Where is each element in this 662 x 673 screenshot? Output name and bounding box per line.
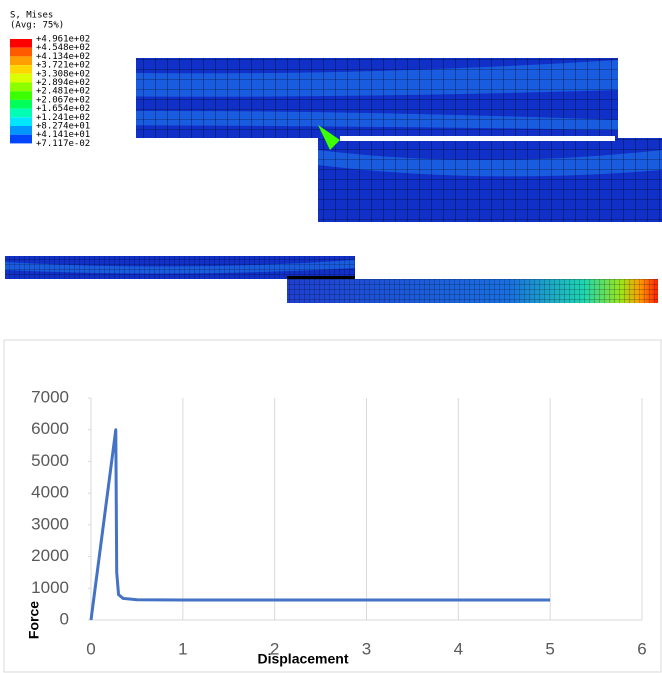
chart: 0 1 2 3 4 5 6 0 1000 2000 3000 4000 5000 6000 7000 Disp… <box>26 387 647 666</box>
y-tick-label: 5000 <box>31 451 69 470</box>
y-axis-label: Force <box>26 601 42 639</box>
legend-swatch <box>10 65 32 74</box>
y-tick-label: 7000 <box>31 387 69 406</box>
legend-swatch <box>10 91 32 100</box>
y-tick-label: 1000 <box>31 578 69 597</box>
chart-frame <box>3 339 662 673</box>
legend-label: +8.274e+01 <box>36 122 90 132</box>
x-tick-label: 4 <box>454 639 463 658</box>
legend-label: +2.894e+02 <box>36 78 90 88</box>
x-tick-label: 5 <box>545 639 554 658</box>
legend-label: +2.067e+02 <box>36 95 90 105</box>
legend-swatch <box>10 39 32 48</box>
legend-label: +2.481e+02 <box>36 87 90 97</box>
legend-swatch <box>10 108 32 118</box>
legend-swatch <box>10 134 32 144</box>
fea-model <box>5 58 662 303</box>
legend-swatch <box>10 73 32 83</box>
legend-label: +3.308e+02 <box>36 69 90 79</box>
legend-swatch <box>10 82 32 92</box>
data-line <box>89 428 551 621</box>
contour-legend: S, Mises (Avg: 75%) +4.961e+02+4.548e+02… <box>6 6 136 156</box>
legend-swatch <box>10 56 32 66</box>
legend-label: +4.961e+02 <box>36 35 90 45</box>
legend-label: +1.241e+02 <box>36 113 90 123</box>
y-tick-label: 4000 <box>31 483 69 502</box>
legend-label: +4.134e+02 <box>36 52 90 62</box>
y-tick-label: 6000 <box>31 419 69 438</box>
x-tick-label: 3 <box>362 639 371 658</box>
x-tick-label: 2 <box>270 639 279 658</box>
legend-subtitle: (Avg: 75%) <box>10 21 64 31</box>
legend-label: +1.654e+02 <box>36 104 90 114</box>
legend-swatch <box>10 126 32 135</box>
legend-label: +3.721e+02 <box>36 61 90 71</box>
legend-label: +4.141e+01 <box>36 130 90 140</box>
x-axis-label: Displacement <box>257 651 348 667</box>
x-tick-label: 6 <box>637 639 646 658</box>
legend-label: +7.117e-02 <box>36 139 90 149</box>
y-tick-label: 0 <box>60 609 69 628</box>
legend-title: S, Mises <box>10 11 53 21</box>
x-tick-label: 0 <box>86 639 95 658</box>
x-tick-label: 1 <box>178 639 187 658</box>
y-tick-label: 3000 <box>31 514 69 533</box>
legend-label: +4.548e+02 <box>36 43 90 53</box>
legend-swatch <box>10 117 32 126</box>
legend-swatch <box>10 47 32 57</box>
legend-swatch <box>10 99 32 109</box>
y-tick-label: 2000 <box>31 546 69 565</box>
